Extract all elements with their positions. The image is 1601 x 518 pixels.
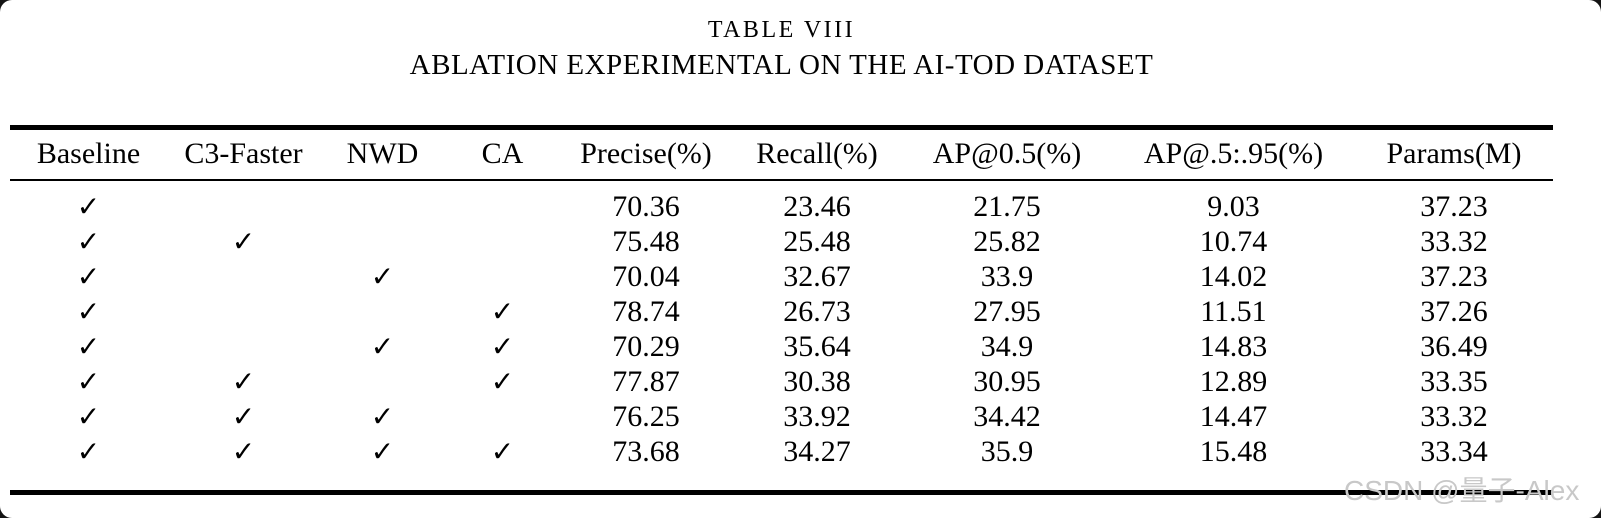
value-cell: 77.87 bbox=[612, 364, 680, 398]
value-cell: 37.23 bbox=[1420, 259, 1488, 293]
value-cell: 33.34 bbox=[1420, 434, 1488, 468]
value-cell: 35.9 bbox=[980, 434, 1034, 468]
checkmark-cell: ✓ bbox=[490, 329, 515, 363]
value-cell: 27.95 bbox=[973, 294, 1041, 328]
checkmark-cell bbox=[445, 399, 560, 434]
checkmark-cell: ✓ bbox=[490, 434, 515, 468]
checkmark-cell: ✓ bbox=[76, 434, 101, 468]
table-caption: TABLE VIII ABLATION EXPERIMENTAL ON THE … bbox=[10, 0, 1553, 83]
table-row: ✓ ✓ ✓ 77.87 30.38 30.95 12.89 33.35 bbox=[10, 364, 1553, 399]
value-cell: 70.36 bbox=[612, 189, 680, 223]
table-row: ✓ ✓ ✓ 76.25 33.92 34.42 14.47 33.32 bbox=[10, 399, 1553, 434]
checkmark-cell: ✓ bbox=[76, 189, 101, 223]
column-header-params: Params(M) bbox=[1355, 127, 1553, 181]
column-header-ap05-095: AP@.5:.95(%) bbox=[1112, 127, 1355, 181]
value-cell: 14.83 bbox=[1199, 329, 1268, 363]
value-cell: 14.47 bbox=[1199, 399, 1268, 433]
value-cell: 33.32 bbox=[1420, 224, 1488, 258]
value-cell: 34.9 bbox=[980, 329, 1034, 363]
table-row: ✓ ✓ 78.74 26.73 27.95 11.51 37.26 bbox=[10, 294, 1553, 329]
checkmark-cell bbox=[167, 329, 320, 364]
checkmark-cell: ✓ bbox=[231, 434, 256, 468]
checkmark-cell: ✓ bbox=[231, 399, 256, 433]
column-header-ap05: AP@0.5(%) bbox=[902, 127, 1112, 181]
checkmark-cell bbox=[167, 180, 320, 224]
column-header-recall: Recall(%) bbox=[732, 127, 902, 181]
value-cell: 11.51 bbox=[1200, 294, 1267, 328]
checkmark-cell bbox=[167, 259, 320, 294]
value-cell: 75.48 bbox=[612, 224, 680, 258]
value-cell: 30.38 bbox=[783, 364, 851, 398]
checkmark-cell bbox=[445, 224, 560, 259]
checkmark-cell: ✓ bbox=[76, 364, 101, 398]
checkmark-cell bbox=[320, 224, 445, 259]
value-cell: 9.03 bbox=[1207, 189, 1260, 223]
checkmark-cell: ✓ bbox=[231, 364, 256, 398]
column-header-baseline: Baseline bbox=[10, 127, 167, 181]
value-cell: 70.04 bbox=[612, 259, 680, 293]
column-header-nwd: NWD bbox=[320, 127, 445, 181]
value-cell: 73.68 bbox=[612, 434, 680, 468]
column-header-precise: Precise(%) bbox=[560, 127, 732, 181]
checkmark-cell bbox=[320, 364, 445, 399]
table-row: ✓ 70.36 23.46 21.75 9.03 37.23 bbox=[10, 180, 1553, 224]
checkmark-cell: ✓ bbox=[231, 224, 256, 258]
checkmark-cell: ✓ bbox=[370, 329, 395, 363]
checkmark-cell bbox=[445, 259, 560, 294]
value-cell: 76.25 bbox=[612, 399, 680, 433]
value-cell: 30.95 bbox=[973, 364, 1041, 398]
checkmark-cell: ✓ bbox=[370, 399, 395, 433]
value-cell: 14.02 bbox=[1199, 259, 1268, 293]
value-cell: 35.64 bbox=[783, 329, 851, 363]
value-cell: 23.46 bbox=[783, 189, 851, 223]
value-cell: 37.26 bbox=[1420, 294, 1488, 328]
value-cell: 25.48 bbox=[783, 224, 851, 258]
value-cell: 37.23 bbox=[1420, 189, 1488, 223]
table-number: TABLE VIII bbox=[707, 17, 856, 43]
checkmark-cell: ✓ bbox=[490, 364, 515, 398]
value-cell: 21.75 bbox=[973, 189, 1041, 223]
value-cell: 15.48 bbox=[1199, 434, 1268, 468]
value-cell: 34.42 bbox=[973, 399, 1041, 433]
checkmark-cell: ✓ bbox=[490, 294, 515, 328]
column-header-ca: CA bbox=[445, 127, 560, 181]
table-row: ✓ ✓ ✓ 70.29 35.64 34.9 14.83 36.49 bbox=[10, 329, 1553, 364]
checkmark-cell: ✓ bbox=[76, 329, 101, 363]
checkmark-cell: ✓ bbox=[370, 434, 395, 468]
value-cell: 70.29 bbox=[612, 329, 680, 363]
checkmark-cell: ✓ bbox=[76, 224, 101, 258]
value-cell: 33.9 bbox=[980, 259, 1034, 293]
value-cell: 36.49 bbox=[1420, 329, 1488, 363]
value-cell: 33.92 bbox=[783, 399, 851, 433]
table-title: ABLATION EXPERIMENTAL ON THE AI-TOD DATA… bbox=[409, 49, 1154, 81]
value-cell: 32.67 bbox=[783, 259, 851, 293]
table-row: ✓ ✓ 70.04 32.67 33.9 14.02 37.23 bbox=[10, 259, 1553, 294]
value-cell: 33.32 bbox=[1420, 399, 1488, 433]
value-cell: 12.89 bbox=[1199, 364, 1268, 398]
checkmark-cell: ✓ bbox=[370, 259, 395, 293]
value-cell: 33.35 bbox=[1420, 364, 1488, 398]
checkmark-cell: ✓ bbox=[76, 259, 101, 293]
value-cell: 10.74 bbox=[1199, 224, 1268, 258]
value-cell: 25.82 bbox=[973, 224, 1041, 258]
checkmark-cell bbox=[445, 180, 560, 224]
table-row: ✓ ✓ ✓ ✓ 73.68 34.27 35.9 15.48 33.34 bbox=[10, 434, 1553, 493]
checkmark-cell bbox=[320, 294, 445, 329]
checkmark-cell bbox=[167, 294, 320, 329]
ablation-table: Baseline C3-Faster NWD CA Precise(%) Rec… bbox=[10, 125, 1553, 495]
value-cell: 34.27 bbox=[783, 434, 851, 468]
checkmark-cell: ✓ bbox=[76, 399, 101, 433]
table-row: ✓ ✓ 75.48 25.48 25.82 10.74 33.32 bbox=[10, 224, 1553, 259]
csdn-watermark: CSDN @量子-Alex bbox=[1344, 475, 1580, 506]
value-cell: 78.74 bbox=[612, 294, 680, 328]
header-row: Baseline C3-Faster NWD CA Precise(%) Rec… bbox=[10, 127, 1553, 181]
column-header-c3-faster: C3-Faster bbox=[167, 127, 320, 181]
value-cell: 26.73 bbox=[783, 294, 851, 328]
checkmark-cell bbox=[320, 180, 445, 224]
checkmark-cell: ✓ bbox=[76, 294, 101, 328]
